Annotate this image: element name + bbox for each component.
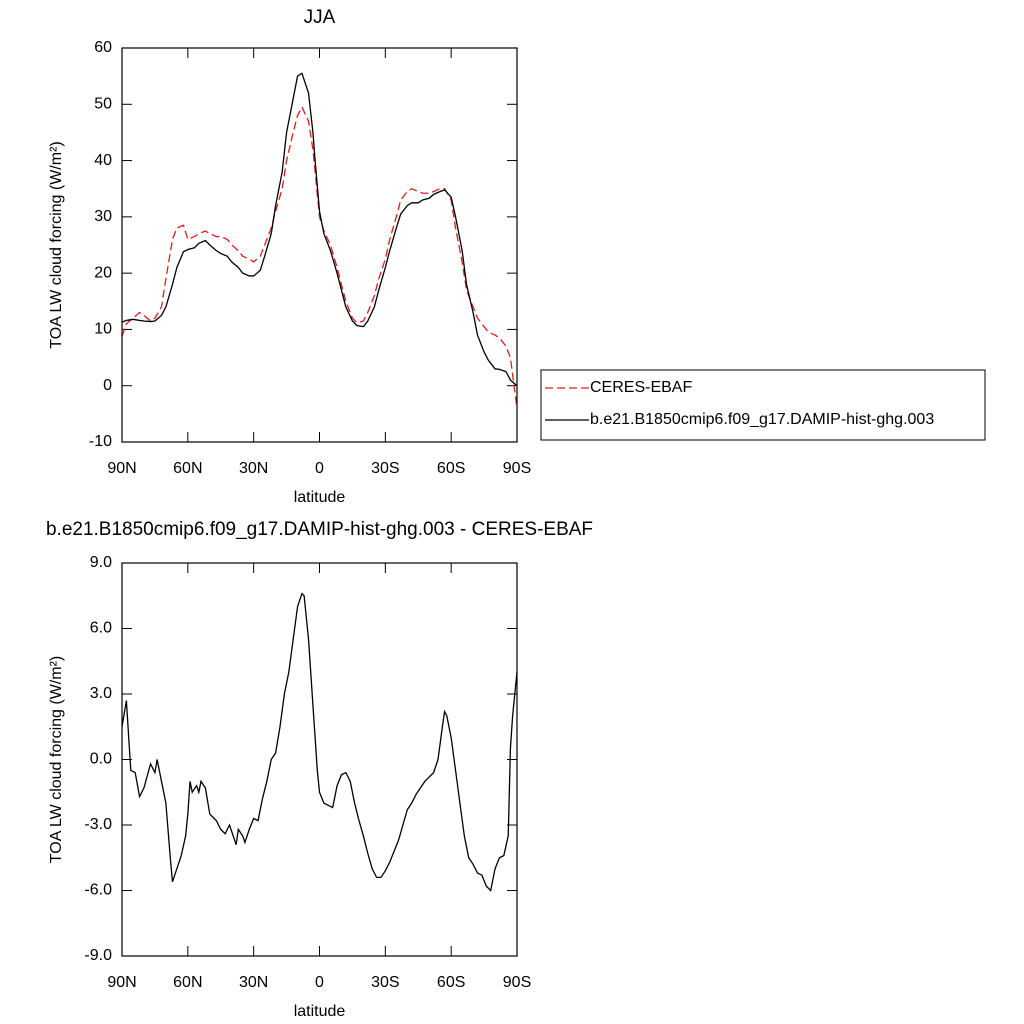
- x-tick-label: 90N: [107, 460, 136, 477]
- x-tick-label: 60N: [173, 974, 202, 991]
- y-tick-label: -10: [89, 433, 112, 450]
- data-line: [121, 72, 518, 387]
- plot-frame: [121, 562, 518, 957]
- y-tick-label: 6.0: [90, 620, 112, 637]
- x-tick-label: 90S: [503, 974, 531, 991]
- x-tick-label: 60S: [437, 460, 465, 477]
- x-tick-label: 30S: [371, 460, 399, 477]
- y-tick-label: 50: [94, 96, 112, 113]
- y-tick-label: 60: [94, 39, 112, 56]
- data-line: [121, 592, 518, 892]
- y-tick-label: -6.0: [84, 882, 112, 899]
- legend-label: b.e21.B1850cmip6.f09_g17.DAMIP-hist-ghg.…: [590, 411, 934, 428]
- y-tick-label: 3.0: [90, 685, 112, 702]
- x-tick-label: 90N: [107, 974, 136, 991]
- y-tick-label: 40: [94, 152, 112, 169]
- x-tick-label: 30S: [371, 974, 399, 991]
- legend-box: [540, 369, 986, 441]
- chart-title: b.e21.B1850cmip6.f09_g17.DAMIP-hist-ghg.…: [46, 519, 593, 540]
- y-tick-label: -9.0: [84, 947, 112, 964]
- y-tick-label: -3.0: [84, 816, 112, 833]
- y-axis-label: TOA LW cloud forcing (W/m²): [48, 656, 65, 863]
- x-tick-label: 90S: [503, 460, 531, 477]
- plot-frame: [121, 47, 518, 443]
- x-axis-label: latitude: [294, 1003, 346, 1020]
- x-tick-label: 30N: [239, 974, 268, 991]
- x-tick-label: 60S: [437, 974, 465, 991]
- x-axis-label: latitude: [294, 489, 346, 506]
- x-tick-label: 0: [315, 460, 324, 477]
- x-tick-label: 30N: [239, 460, 268, 477]
- y-tick-label: 9.0: [90, 554, 112, 571]
- chart-title: JJA: [304, 7, 336, 28]
- y-tick-label: 0.0: [90, 751, 112, 768]
- y-tick-label: 10: [94, 321, 112, 338]
- legend-label: CERES-EBAF: [590, 379, 692, 396]
- y-axis-label: TOA LW cloud forcing (W/m²): [48, 141, 65, 348]
- x-tick-label: 60N: [173, 460, 202, 477]
- y-tick-label: 0: [103, 377, 112, 394]
- y-tick-label: 20: [94, 264, 112, 281]
- data-line: [121, 105, 518, 409]
- y-tick-label: 30: [94, 208, 112, 225]
- x-tick-label: 0: [315, 974, 324, 991]
